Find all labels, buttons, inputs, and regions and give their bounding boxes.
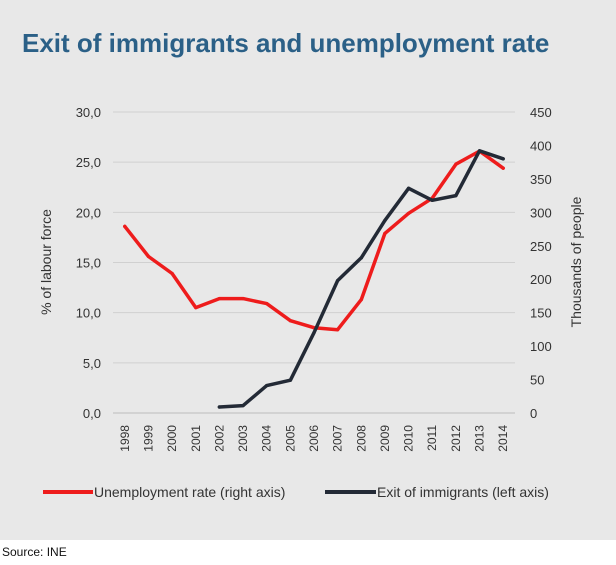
data-point — [477, 149, 482, 153]
right-tick-label: 200 — [530, 272, 552, 287]
x-tick-label: 2010 — [402, 425, 416, 452]
right-tick-label: 0 — [530, 406, 537, 421]
right-tick-label: 100 — [530, 339, 552, 354]
data-point — [501, 157, 505, 161]
data-point — [336, 278, 340, 283]
right-axis-label: Thousands of people — [568, 196, 584, 327]
x-tick-label: 2002 — [212, 425, 226, 452]
line-chart: 0,05,010,015,020,025,030,0 0501001502002… — [38, 105, 584, 500]
data-point — [217, 405, 222, 409]
series-lines — [123, 149, 505, 409]
x-tick-label: 1998 — [118, 425, 132, 452]
source-note: Source: INE — [2, 545, 67, 559]
right-tick-label: 400 — [530, 138, 552, 153]
x-tick-label: 2009 — [378, 425, 392, 452]
data-point — [406, 186, 411, 190]
x-tick-label: 2013 — [473, 425, 487, 452]
x-tick-label: 2004 — [260, 425, 274, 452]
x-tick-label: 2006 — [307, 425, 321, 452]
data-point — [430, 198, 434, 202]
legend-label-unemployment: Unemployment rate (right axis) — [94, 484, 285, 500]
data-point — [194, 306, 198, 310]
data-point — [288, 378, 292, 382]
data-point — [123, 224, 127, 228]
chart-title: Exit of immigrants and unemployment rate — [22, 28, 550, 58]
data-point — [217, 297, 222, 301]
right-tick-label: 450 — [530, 105, 552, 120]
left-axis-label: % of labour force — [38, 209, 54, 315]
data-point — [265, 302, 269, 306]
legend: Unemployment rate (right axis) Exit of i… — [43, 484, 549, 500]
right-tick-label: 50 — [530, 373, 544, 388]
left-tick-label: 20,0 — [76, 205, 101, 220]
data-point — [288, 319, 292, 323]
x-tick-label: 2011 — [425, 425, 439, 451]
left-tick-label: 25,0 — [76, 155, 101, 170]
x-tick-label: 1999 — [141, 425, 155, 452]
left-tick-label: 10,0 — [76, 306, 101, 321]
data-point — [241, 404, 245, 408]
data-point — [383, 218, 387, 222]
legend-label-exit-immigrants: Exit of immigrants (left axis) — [377, 484, 549, 500]
x-axis-ticks: 1998 1999 2000 2001 2002 2003 2004 2005 2006 2007… — [118, 425, 510, 452]
data-point — [312, 331, 316, 335]
right-tick-label: 150 — [530, 306, 552, 321]
right-tick-label: 350 — [530, 172, 552, 187]
data-point — [146, 254, 151, 259]
x-tick-label: 2000 — [165, 425, 179, 452]
x-tick-label: 2012 — [449, 425, 463, 452]
data-point — [454, 162, 458, 166]
data-point — [454, 194, 458, 198]
x-tick-label: 2005 — [283, 425, 297, 452]
left-axis-ticks: 0,0 5,0 10,0 15,0 20,0 25,0 30,0 — [76, 105, 101, 421]
left-tick-label: 5,0 — [83, 356, 101, 371]
data-point — [359, 298, 363, 302]
x-tick-label: 2001 — [189, 425, 203, 452]
x-tick-label: 2008 — [354, 425, 368, 452]
series-line-1 — [217, 149, 505, 409]
right-axis-ticks: 0 50 100 150 200 250 300 350 400 450 — [530, 105, 552, 421]
data-point — [359, 256, 363, 260]
left-tick-label: 30,0 — [76, 105, 101, 120]
x-tick-label: 2003 — [236, 425, 250, 452]
right-tick-label: 250 — [530, 239, 552, 254]
data-point — [170, 271, 174, 276]
data-point — [383, 231, 387, 236]
chart-panel — [0, 0, 616, 540]
right-tick-label: 300 — [530, 205, 552, 220]
series-line-0 — [123, 149, 505, 332]
data-point — [265, 383, 269, 388]
x-tick-label: 2014 — [496, 425, 510, 452]
left-tick-label: 0,0 — [83, 406, 101, 421]
data-point — [241, 297, 245, 301]
left-tick-label: 15,0 — [76, 256, 101, 271]
grid-lines — [113, 111, 515, 414]
data-point — [406, 211, 411, 215]
data-point — [501, 166, 505, 170]
x-tick-label: 2007 — [331, 425, 345, 452]
data-point — [336, 328, 340, 332]
